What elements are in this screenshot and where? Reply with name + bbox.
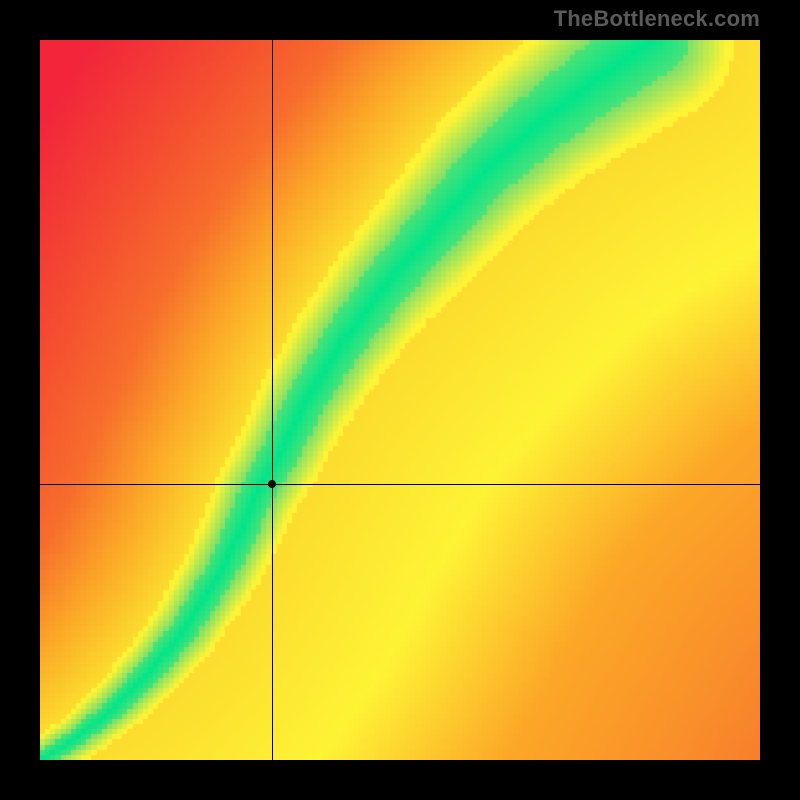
chart-container: TheBottleneck.com [0,0,800,800]
watermark-text: TheBottleneck.com [554,6,760,32]
crosshair-vertical [272,40,273,760]
plot-area [40,40,760,760]
heatmap-canvas [40,40,760,760]
crosshair-marker [268,480,276,488]
crosshair-horizontal [40,484,760,485]
